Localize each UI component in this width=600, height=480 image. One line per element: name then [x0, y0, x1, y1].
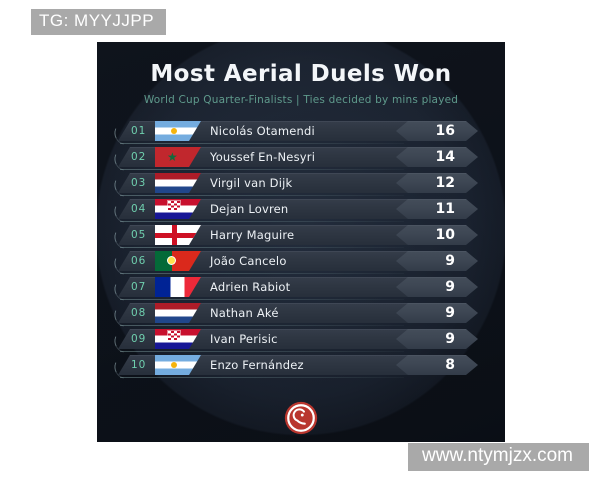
table-row: 09 Ivan Perisic 9	[111, 329, 478, 353]
flag-netherlands-icon	[155, 173, 201, 193]
value-tag: 12	[396, 173, 478, 193]
rank-label: 05	[131, 229, 147, 241]
value-tag: 8	[396, 355, 478, 375]
flag-netherlands-icon	[155, 303, 201, 323]
row-body: 07 Adrien Rabiot	[118, 277, 464, 297]
player-name: Virgil van Dijk	[210, 176, 293, 190]
value-tag: 14	[396, 147, 478, 167]
rank-label: 06	[131, 255, 147, 267]
stats-card: Most Aerial Duels Won World Cup Quarter-…	[97, 42, 505, 442]
value-label: 9	[445, 279, 455, 295]
rank-label: 10	[131, 359, 147, 371]
value-label: 9	[445, 331, 455, 347]
publisher-swirl-logo-icon	[284, 401, 318, 435]
row-body: 08 Nathan Aké	[118, 303, 464, 323]
row-underline-decoration	[120, 377, 404, 378]
value-label: 8	[445, 357, 455, 373]
row-body: 06 João Cancelo	[118, 251, 464, 271]
table-row: 05 Harry Maguire 10	[111, 225, 478, 249]
player-name: Enzo Fernández	[210, 358, 304, 372]
table-row: 01 Nicolás Otamendi 16	[111, 121, 478, 145]
value-tag: 9	[396, 277, 478, 297]
rank-label: 03	[131, 177, 147, 189]
row-body: 03 Virgil van Dijk	[118, 173, 464, 193]
player-name: Youssef En-Nesyri	[210, 150, 316, 164]
rank-label: 07	[131, 281, 147, 293]
row-body: 01 Nicolás Otamendi	[118, 121, 464, 141]
row-body: 10 Enzo Fernández	[118, 355, 464, 375]
row-body: 04 Dejan Lovren	[118, 199, 464, 219]
table-row: 08 Nathan Aké 9	[111, 303, 478, 327]
value-label: 11	[435, 201, 455, 217]
row-underline-decoration	[120, 247, 404, 248]
flag-croatia-icon	[155, 199, 201, 219]
rank-label: 01	[131, 125, 147, 137]
value-label: 14	[435, 149, 455, 165]
player-name: João Cancelo	[210, 254, 287, 268]
rank-label: 04	[131, 203, 147, 215]
value-tag: 9	[396, 303, 478, 323]
value-tag: 9	[396, 251, 478, 271]
flag-argentina-icon	[155, 355, 201, 375]
flag-argentina-icon	[155, 121, 201, 141]
row-underline-decoration	[120, 221, 404, 222]
telegram-watermark-badge: TG: MYYJJPP	[31, 9, 167, 35]
table-row: 04 Dejan Lovren 11	[111, 199, 478, 223]
player-name: Dejan Lovren	[210, 202, 289, 216]
page-title: Most Aerial Duels Won	[150, 61, 452, 87]
flag-france-icon	[155, 277, 201, 297]
player-name: Nathan Aké	[210, 306, 279, 320]
row-underline-decoration	[120, 143, 404, 144]
row-underline-decoration	[120, 299, 404, 300]
page-subtitle: World Cup Quarter-Finalists | Ties decid…	[143, 94, 459, 106]
table-row: 06 João Cancelo 9	[111, 251, 478, 275]
row-underline-decoration	[120, 351, 404, 352]
value-tag: 11	[396, 199, 478, 219]
value-label: 16	[435, 123, 455, 139]
rank-label: 02	[131, 151, 147, 163]
value-label: 9	[445, 253, 455, 269]
table-row: 10 Enzo Fernández 8	[111, 355, 478, 379]
table-row: 03 Virgil van Dijk 12	[111, 173, 478, 197]
value-label: 9	[445, 305, 455, 321]
row-underline-decoration	[120, 169, 404, 170]
flag-england-icon	[155, 225, 201, 245]
leaderboard-rows: 01 Nicolás Otamendi 16 02 Youssef En-Nes…	[111, 121, 478, 379]
row-underline-decoration	[120, 195, 404, 196]
player-name: Nicolás Otamendi	[210, 124, 315, 138]
flag-portugal-icon	[155, 251, 201, 271]
player-name: Adrien Rabiot	[210, 280, 291, 294]
player-name: Ivan Perisic	[210, 332, 278, 346]
rank-label: 09	[131, 333, 147, 345]
rank-label: 08	[131, 307, 147, 319]
value-label: 10	[435, 227, 455, 243]
player-name: Harry Maguire	[210, 228, 295, 242]
row-body: 05 Harry Maguire	[118, 225, 464, 245]
value-tag: 10	[396, 225, 478, 245]
table-row: 07 Adrien Rabiot 9	[111, 277, 478, 301]
row-body: 09 Ivan Perisic	[118, 329, 464, 349]
website-watermark-badge: www.ntymjzx.com	[408, 443, 589, 471]
row-underline-decoration	[120, 325, 404, 326]
table-row: 02 Youssef En-Nesyri 14	[111, 147, 478, 171]
row-underline-decoration	[120, 273, 404, 274]
flag-croatia-icon	[155, 329, 201, 349]
value-tag: 9	[396, 329, 478, 349]
row-body: 02 Youssef En-Nesyri	[118, 147, 464, 167]
flag-morocco-icon	[155, 147, 201, 167]
value-tag: 16	[396, 121, 478, 141]
value-label: 12	[435, 175, 455, 191]
